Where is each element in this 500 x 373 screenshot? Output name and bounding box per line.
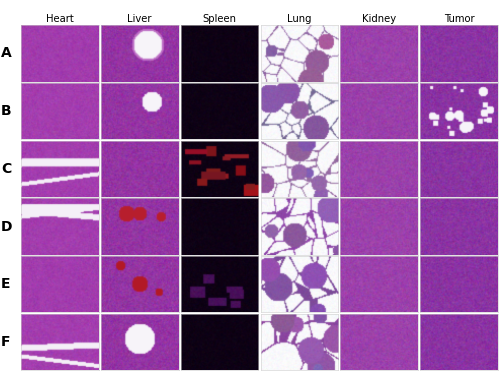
Text: E: E [1, 277, 11, 291]
Text: Spleen: Spleen [202, 14, 236, 24]
Text: Lung: Lung [287, 14, 312, 24]
Text: Tumor: Tumor [444, 14, 474, 24]
Text: F: F [1, 335, 11, 349]
Text: A: A [0, 47, 12, 60]
Text: Heart: Heart [46, 14, 74, 24]
Text: C: C [1, 162, 11, 176]
Text: B: B [0, 104, 12, 118]
Text: Liver: Liver [128, 14, 152, 24]
Text: Kidney: Kidney [362, 14, 396, 24]
Text: D: D [0, 220, 12, 233]
